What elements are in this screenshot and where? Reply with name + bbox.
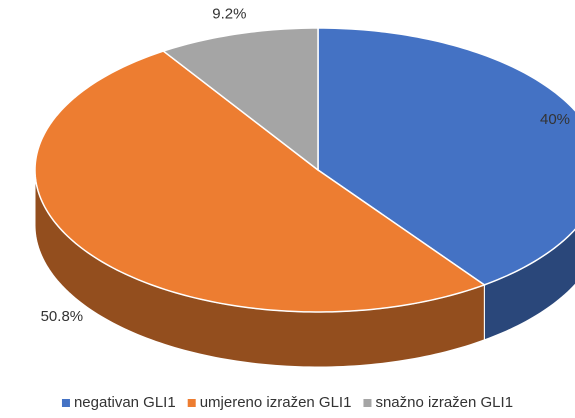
slice (161, 27, 319, 172)
data-label: 50.8% (41, 308, 84, 325)
slice (34, 50, 486, 313)
legend-swatch (363, 399, 372, 407)
legend-label: negativan GLI1 (74, 394, 176, 411)
legend-swatch (187, 399, 196, 407)
data-label: 40% (540, 111, 570, 128)
legend-label: snažno izražen GLI1 (375, 394, 513, 411)
legend-swatch (61, 399, 70, 407)
legend-label: umjereno izražen GLI1 (200, 394, 352, 411)
slice (317, 27, 575, 286)
data-label: 9.2% (212, 6, 246, 23)
